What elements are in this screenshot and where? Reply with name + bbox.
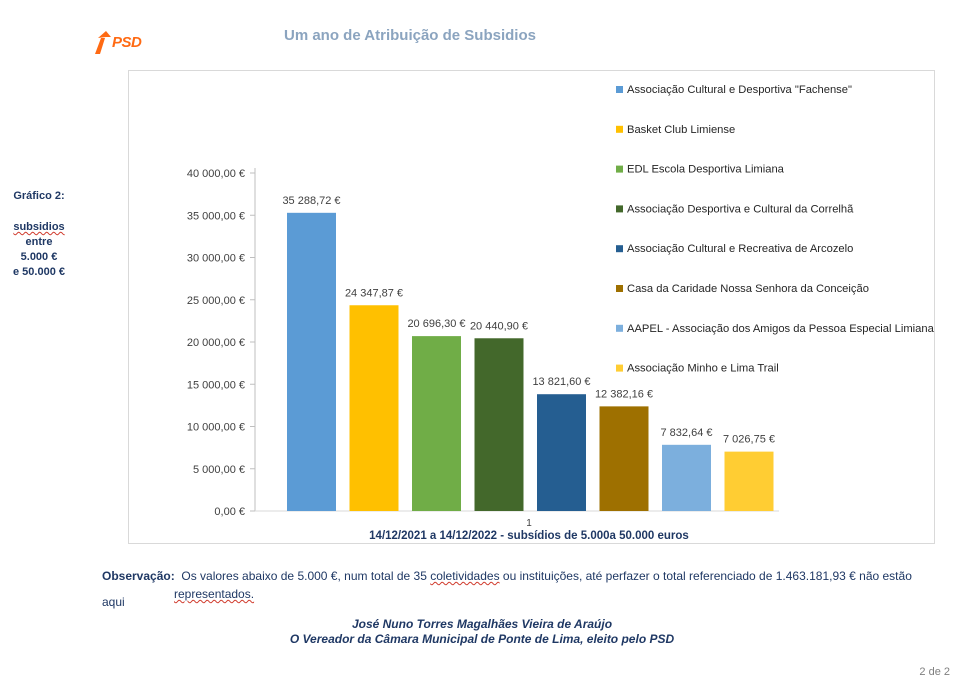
legend-swatch: [616, 125, 623, 133]
chart-frame: 0,00 € 5 000,00 € 10 000,00 € 15 000,00 € 20…: [128, 70, 935, 544]
chart-caption-max: e 50.000 €: [13, 266, 65, 278]
bar: [287, 212, 336, 512]
data-label: 20 696,30 €: [407, 318, 465, 330]
signature-role: O Vereador da Câmara Municipal de Ponte …: [289, 632, 675, 646]
legend-entry: AAPEL - Associação dos Amigos da Pessoa …: [627, 323, 934, 335]
data-label: 35 288,72 €: [282, 195, 340, 207]
y-tick-label: 15 000,00 €: [187, 379, 245, 391]
observation-word: coletividades: [430, 569, 500, 583]
legend-swatch: [616, 165, 623, 173]
observation-part2: ou instituições, até perfazer o total re…: [102, 569, 912, 609]
legend-swatch: [616, 205, 623, 213]
psd-logo-icon: [95, 31, 111, 54]
y-tick-label: 20 000,00 €: [187, 337, 245, 349]
bar: [599, 406, 649, 511]
logo-text: PSD: [112, 34, 142, 51]
legend-swatch: [616, 324, 623, 332]
observation-text: Observação: Os valores abaixo de 5.000 €…: [102, 563, 922, 615]
y-tick-label: 25 000,00 €: [187, 295, 245, 307]
bar: [662, 444, 711, 511]
observation-part1: Os valores abaixo de 5.000 €, num total …: [181, 569, 431, 583]
legend-entry: Basket Club Limiense: [627, 124, 735, 136]
legend-swatch: [616, 245, 623, 253]
bar: [724, 451, 774, 511]
y-tick-label: 10 000,00 €: [187, 422, 245, 434]
chart-caption-entre: entre: [25, 236, 53, 248]
y-tick-label: 0,00 €: [214, 506, 245, 518]
legend-swatch: [616, 86, 623, 93]
bar: [474, 338, 524, 511]
page-title: Um ano de Atribuição de Subsidios: [284, 27, 536, 44]
chart-caption-min: 5.000 €: [20, 251, 58, 263]
bar: [537, 394, 586, 511]
legend-entry: Associação Cultural e Recreativa de Arco…: [627, 243, 853, 255]
y-tick-label: 30 000,00 €: [187, 253, 245, 265]
data-label: 13 821,60 €: [532, 376, 590, 388]
y-tick-label: 40 000,00 €: [187, 168, 245, 180]
bar: [412, 336, 461, 511]
legend-entry: Associação Desportiva e Cultural da Corr…: [627, 203, 854, 215]
x-tick-label: 1: [526, 518, 532, 529]
y-tick-label: 35 000,00 €: [187, 210, 245, 222]
legend-swatch: [616, 364, 623, 372]
legend-entry: Associação Minho e Lima Trail: [627, 363, 779, 375]
page-number: 2 de 2: [919, 666, 950, 678]
y-tick-label: 5 000,00 €: [193, 464, 245, 476]
x-axis-title: 14/12/2021 a 14/12/2022 - subsídios de 5…: [369, 530, 689, 542]
chart-caption-label: Gráfico 2:: [13, 190, 65, 202]
legend-entry: EDL Escola Desportiva Limiana: [627, 164, 785, 176]
bar-chart: 0,00 € 5 000,00 € 10 000,00 € 15 000,00 € 20…: [187, 84, 934, 542]
legend-swatch: [616, 285, 623, 292]
data-label: 7 832,64 €: [661, 427, 713, 439]
chart-caption-subsidios: subsidios: [13, 221, 65, 233]
data-label: 24 347,87 €: [345, 287, 403, 299]
bar: [349, 305, 399, 511]
data-label: 12 382,16 €: [595, 388, 653, 400]
legend-entry: Associação Cultural e Desportiva "Fachen…: [627, 84, 852, 96]
signature-name: José Nuno Torres Magalhães Vieira de Ara…: [351, 617, 613, 631]
data-label: 7 026,75 €: [723, 434, 775, 446]
data-label: 20 440,90 €: [470, 320, 528, 332]
observation-label: Observação:: [102, 569, 175, 583]
legend-entry: Casa da Caridade Nossa Senhora da Concei…: [627, 283, 869, 295]
observation-continued: representados.: [174, 587, 255, 601]
